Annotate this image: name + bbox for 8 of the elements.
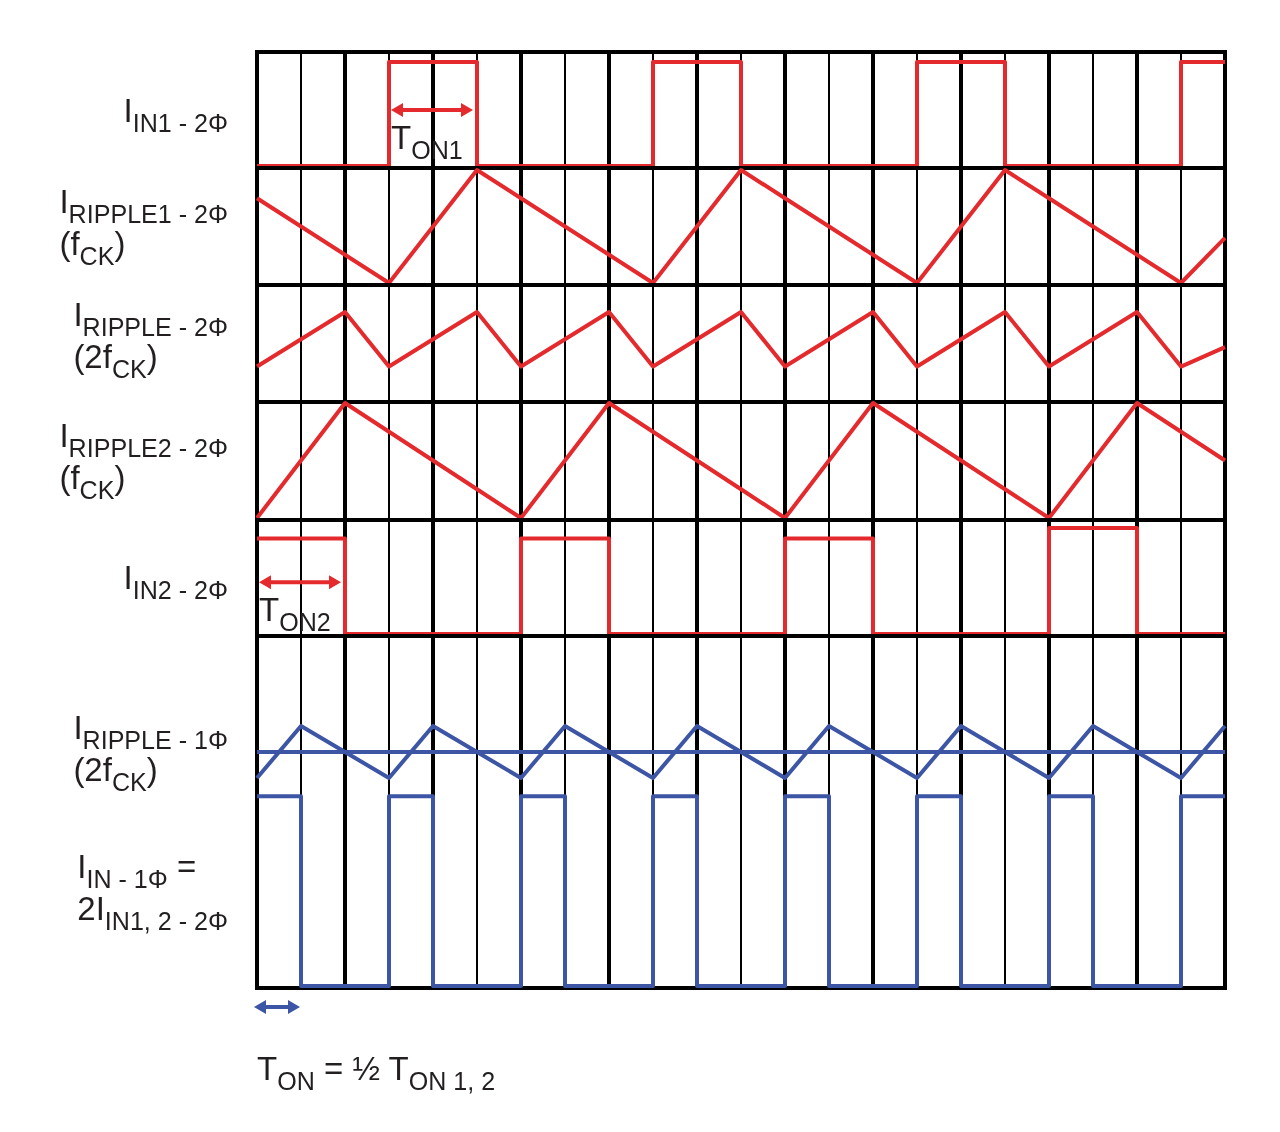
text: I$_{IN - 1Φ}$ = 2I$_{IN1, 2 - 2Φ}$	[77, 847, 228, 935]
text: T$_{ON}$ = ½ T$_{ON 1, 2}$	[257, 1050, 496, 1095]
series-label: I$_{RIPPLE - 1Φ}$ (2f$_{CK}$)	[73, 708, 228, 796]
series-label: I$_{IN1 - 2Φ}$	[123, 91, 228, 137]
legend-label: I$_{IN2 - 2Φ}$	[123, 558, 228, 604]
series-label: I$_{RIPPLE - 2Φ}$ (2f$_{CK}$)	[73, 295, 228, 383]
series-label: I$_{RIPPLE2 - 2Φ}$ (f$_{CK}$)	[59, 417, 228, 504]
series-label: I$_{RIPPLE1 - 2Φ}$ (f$_{CK}$)	[59, 183, 228, 270]
